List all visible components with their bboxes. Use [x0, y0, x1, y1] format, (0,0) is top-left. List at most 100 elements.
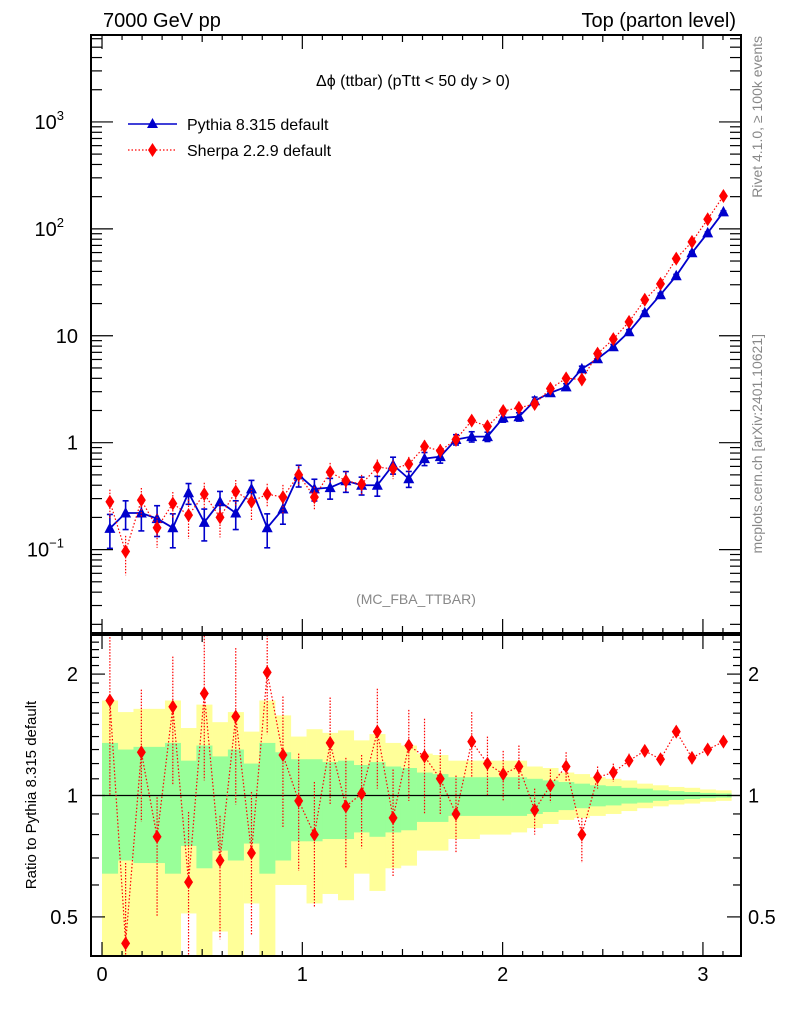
sherpa-ratio-point: [294, 793, 304, 808]
ratio-uncertainty-bands: [102, 700, 732, 956]
inner-band-bin: [149, 746, 166, 864]
sherpa-data-point: [451, 432, 461, 447]
triangle-marker-icon: [147, 118, 158, 128]
pythia-data-point: [104, 522, 116, 533]
series-pythia: [104, 205, 729, 550]
pythia-data-point: [576, 362, 588, 374]
sherpa-ratio-point: [136, 745, 146, 760]
pythia-data-point: [214, 495, 226, 507]
pythia-data-point: [371, 479, 383, 490]
sherpa-data-point: [325, 465, 335, 480]
legend-label-sherpa: Sherpa 2.2.9 default: [187, 143, 332, 160]
inner-band-bin: [400, 767, 417, 831]
sherpa-data-point: [246, 494, 256, 509]
inner-band-bin: [542, 780, 559, 813]
sherpa-data-point: [671, 251, 681, 266]
sherpa-data-point: [215, 510, 225, 525]
main-series-layer: [104, 188, 729, 576]
sherpa-data-point: [184, 508, 194, 523]
pythia-data-point: [198, 516, 210, 527]
y-tick-exponent: 2: [57, 215, 64, 230]
legend: Pythia 8.315 default Sherpa 2.2.9 defaul…: [128, 117, 332, 160]
pythia-data-point: [686, 246, 698, 258]
x-tick-label: 2: [497, 964, 508, 986]
sherpa-data-point: [640, 292, 650, 307]
inner-band-bin: [448, 777, 465, 816]
sherpa-data-point: [561, 371, 571, 386]
series-sherpa: [105, 188, 728, 576]
sherpa-data-point: [341, 473, 351, 488]
legend-item-sherpa: Sherpa 2.2.9 default: [128, 143, 332, 160]
sherpa-ratio-point: [404, 738, 414, 753]
pythia-data-point: [466, 430, 478, 442]
y-tick-exponent: 3: [57, 108, 64, 123]
pythia-data-point: [481, 430, 493, 442]
sherpa-data-point: [482, 419, 492, 434]
sherpa-line: [109, 195, 724, 554]
pythia-data-point: [261, 521, 273, 533]
sherpa-ratio-point: [231, 709, 241, 724]
inner-band-bin: [196, 745, 213, 869]
rivet-version-label: Rivet 4.1.0, ≥ 100k events: [749, 36, 765, 198]
pythia-data-point: [245, 482, 257, 494]
pythia-data-point: [277, 502, 289, 514]
sherpa-data-point: [168, 496, 178, 511]
inner-band-bin: [385, 766, 402, 833]
plot-title: Δϕ (ttbar) (pTtt < 50 dy > 0): [316, 73, 510, 90]
sherpa-ratio-point: [593, 770, 603, 785]
pythia-data-point: [419, 452, 431, 464]
sherpa-data-point: [435, 443, 445, 458]
x-tick-label: 0: [96, 964, 107, 986]
sherpa-data-point: [577, 372, 587, 387]
sherpa-ratio-point: [514, 759, 524, 774]
sherpa-data-point: [608, 332, 618, 347]
analysis-label: (MC_FBA_TTBAR): [356, 591, 476, 607]
ratio-series-layer: [105, 635, 728, 956]
sherpa-ratio-point: [498, 767, 508, 782]
sherpa-ratio-point: [309, 827, 319, 842]
series-sherpa-ratio: [105, 635, 728, 956]
sherpa-data-point: [309, 490, 319, 505]
sherpa-ratio-point: [561, 759, 571, 774]
pythia-data-point: [560, 380, 572, 392]
pythia-data-point: [717, 205, 729, 217]
sherpa-data-point: [121, 544, 131, 559]
sherpa-data-point: [294, 467, 304, 482]
sherpa-data-point: [404, 457, 414, 472]
inner-band-bin: [463, 777, 480, 816]
pythia-data-point: [702, 226, 714, 238]
sherpa-ratio-point: [656, 752, 666, 767]
inner-band-bin: [227, 749, 244, 861]
y-tick-label: 1: [67, 433, 78, 455]
inner-band-bin: [369, 762, 386, 837]
pythia-data-point: [639, 306, 651, 318]
sherpa-ratio-point: [624, 753, 634, 768]
pythia-data-point: [183, 486, 195, 498]
sherpa-ratio-point: [278, 748, 288, 763]
sherpa-ratio-point: [467, 734, 477, 749]
header-energy-label: 7000 GeV pp: [103, 10, 221, 32]
sherpa-ratio-point: [262, 665, 272, 680]
sherpa-ratio-point: [168, 699, 178, 714]
sherpa-ratio-point: [608, 765, 618, 780]
sherpa-ratio-point: [451, 806, 461, 821]
pythia-data-point: [120, 506, 132, 518]
ratio-y-tick-label-right: 0.5: [748, 907, 776, 929]
sherpa-data-point: [514, 400, 524, 415]
sherpa-ratio-point: [420, 749, 430, 764]
y-tick-label: 10−1: [27, 536, 64, 562]
sherpa-ratio-point: [152, 829, 162, 844]
sherpa-data-point: [530, 397, 540, 412]
sherpa-data-point: [199, 487, 209, 502]
sherpa-ratio-point: [341, 799, 351, 814]
sherpa-ratio-point: [246, 846, 256, 861]
pythia-line: [109, 211, 725, 530]
sherpa-ratio-point: [121, 936, 131, 951]
sherpa-data-point: [372, 460, 382, 475]
sherpa-ratio-point: [687, 750, 697, 765]
sherpa-data-point: [703, 212, 713, 227]
ratio-y-tick-label-right: 1: [748, 786, 759, 808]
sherpa-ratio-point: [530, 803, 540, 818]
legend-label-pythia: Pythia 8.315 default: [187, 117, 329, 134]
